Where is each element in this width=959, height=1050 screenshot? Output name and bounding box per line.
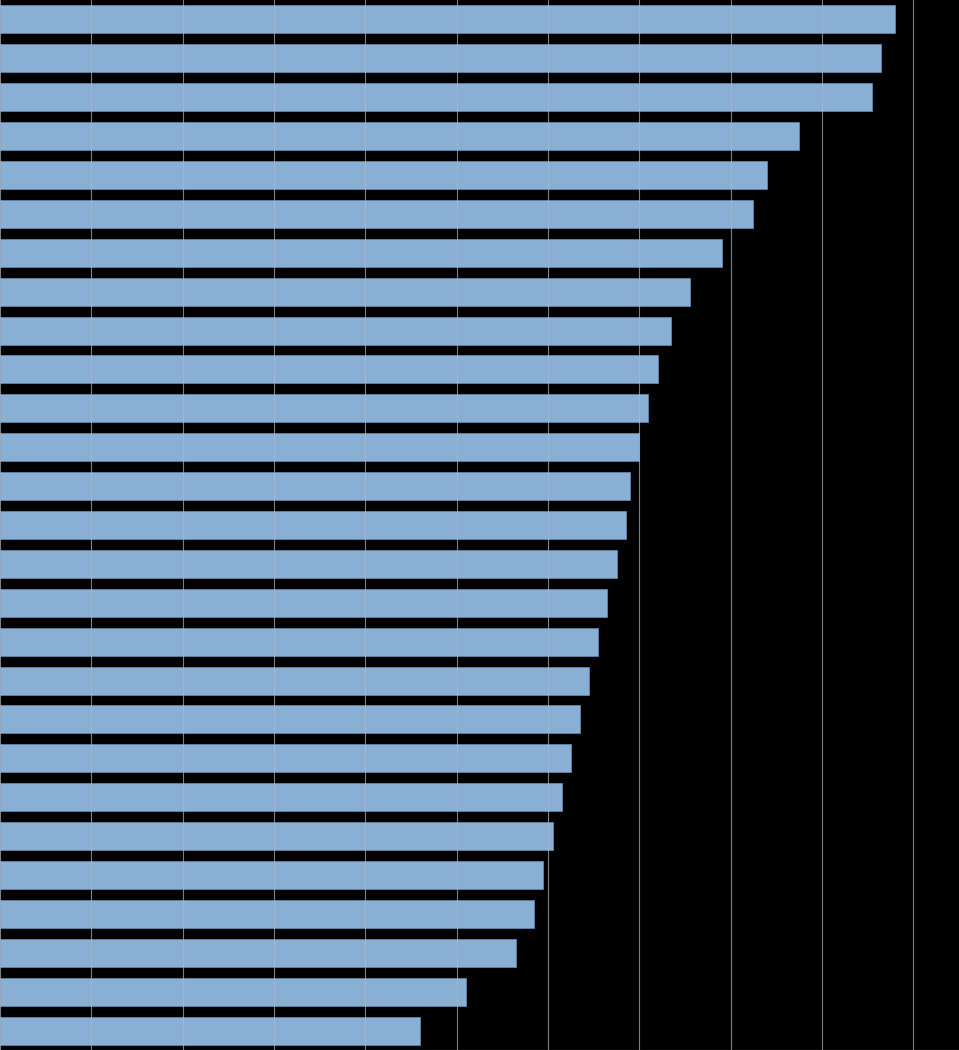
Bar bbox=[0, 122, 799, 150]
Bar bbox=[0, 472, 630, 500]
Bar bbox=[0, 511, 625, 539]
Bar bbox=[0, 434, 640, 461]
Bar bbox=[0, 900, 534, 928]
Bar bbox=[0, 395, 648, 422]
Bar bbox=[0, 978, 466, 1006]
Bar bbox=[0, 744, 571, 773]
Bar bbox=[0, 1016, 420, 1045]
Bar bbox=[0, 667, 589, 694]
Bar bbox=[0, 44, 881, 72]
Bar bbox=[0, 589, 607, 616]
Bar bbox=[0, 238, 721, 267]
Bar bbox=[0, 939, 516, 967]
Bar bbox=[0, 161, 767, 189]
Bar bbox=[0, 277, 690, 306]
Bar bbox=[0, 83, 873, 111]
Bar bbox=[0, 822, 552, 850]
Bar bbox=[0, 5, 895, 34]
Bar bbox=[0, 316, 671, 344]
Bar bbox=[0, 706, 580, 734]
Bar bbox=[0, 783, 562, 812]
Bar bbox=[0, 356, 658, 383]
Bar bbox=[0, 550, 617, 578]
Bar bbox=[0, 861, 544, 889]
Bar bbox=[0, 628, 598, 655]
Bar bbox=[0, 200, 754, 228]
